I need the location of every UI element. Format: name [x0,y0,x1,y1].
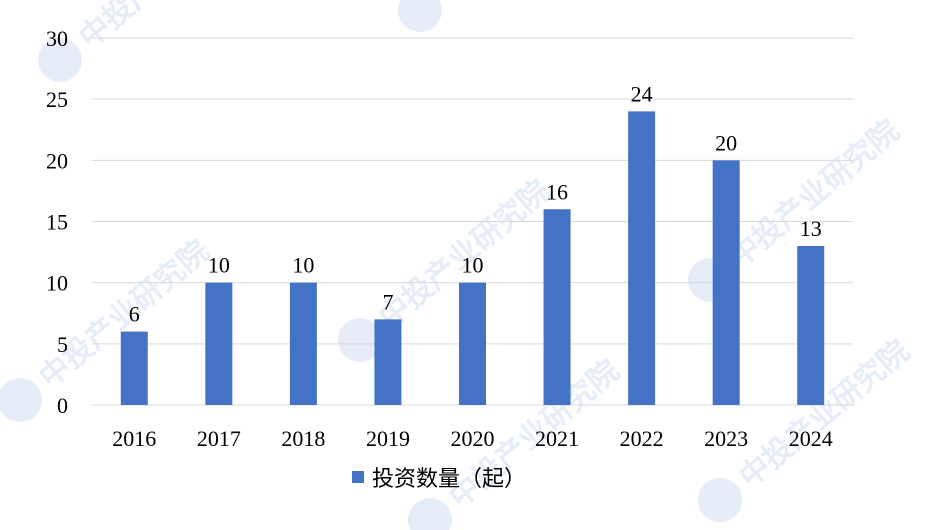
watermark-text: 中投产业研究院 [433,0,616,5]
watermark-logo-icon [398,0,442,32]
watermark: 中投产业研究院 [338,173,556,362]
y-tick-label: 25 [46,87,68,112]
x-tick-label: 2022 [620,426,664,451]
watermark: 中投产业研究院 [398,0,616,32]
y-tick-label: 10 [46,271,68,296]
data-label: 7 [382,289,393,314]
bar [543,209,571,405]
bar [120,331,148,405]
watermark: 中投产业研究院 [408,353,626,530]
bar [374,319,402,405]
x-tick-label: 2016 [112,426,156,451]
data-label: 10 [462,253,484,278]
x-tick-label: 2020 [451,426,495,451]
x-tick-label: 2023 [704,426,748,451]
data-label: 16 [546,179,568,204]
bar [797,245,825,405]
y-axis-ticks: 0 5 10 15 20 25 30 [46,26,68,418]
bars [120,111,825,406]
x-tick-label: 2018 [281,426,325,451]
x-tick-label: 2021 [535,426,579,451]
data-label: 10 [208,253,230,278]
watermark: 中投产业研究院 [0,233,216,422]
watermark-logo-icon [698,478,742,522]
data-label: 20 [715,130,737,155]
data-label: 24 [631,81,653,106]
y-tick-label: 20 [46,148,68,173]
x-tick-label: 2019 [366,426,410,451]
legend-swatch [352,471,364,483]
watermark-logo-icon [338,318,382,362]
bar [205,282,233,405]
watermark-text: 中投产业研究院 [73,0,256,55]
y-tick-label: 0 [57,393,68,418]
data-labels: 6 10 10 7 10 16 24 20 13 [129,81,822,326]
y-tick-label: 30 [46,26,68,51]
bar [289,282,317,405]
bar [628,111,656,406]
data-label: 13 [800,216,822,241]
bar [712,160,740,405]
watermark-text: 中投产业研究院 [733,333,916,495]
legend: 投资数量（起） [352,467,526,492]
data-label: 6 [129,302,140,327]
legend-label: 投资数量（起） [372,467,526,492]
y-tick-label: 15 [46,210,68,235]
watermark-logo-icon [408,498,452,530]
x-axis-ticks: 2016 2017 2018 2019 2020 2021 2022 2023 2024 [112,426,832,451]
watermark-logo-icon [0,378,42,422]
x-tick-label: 2024 [789,426,833,451]
data-label: 10 [292,253,314,278]
x-tick-label: 2017 [197,426,241,451]
bar [459,282,486,405]
watermark-logo-icon [38,38,82,82]
y-tick-label: 5 [57,332,68,357]
